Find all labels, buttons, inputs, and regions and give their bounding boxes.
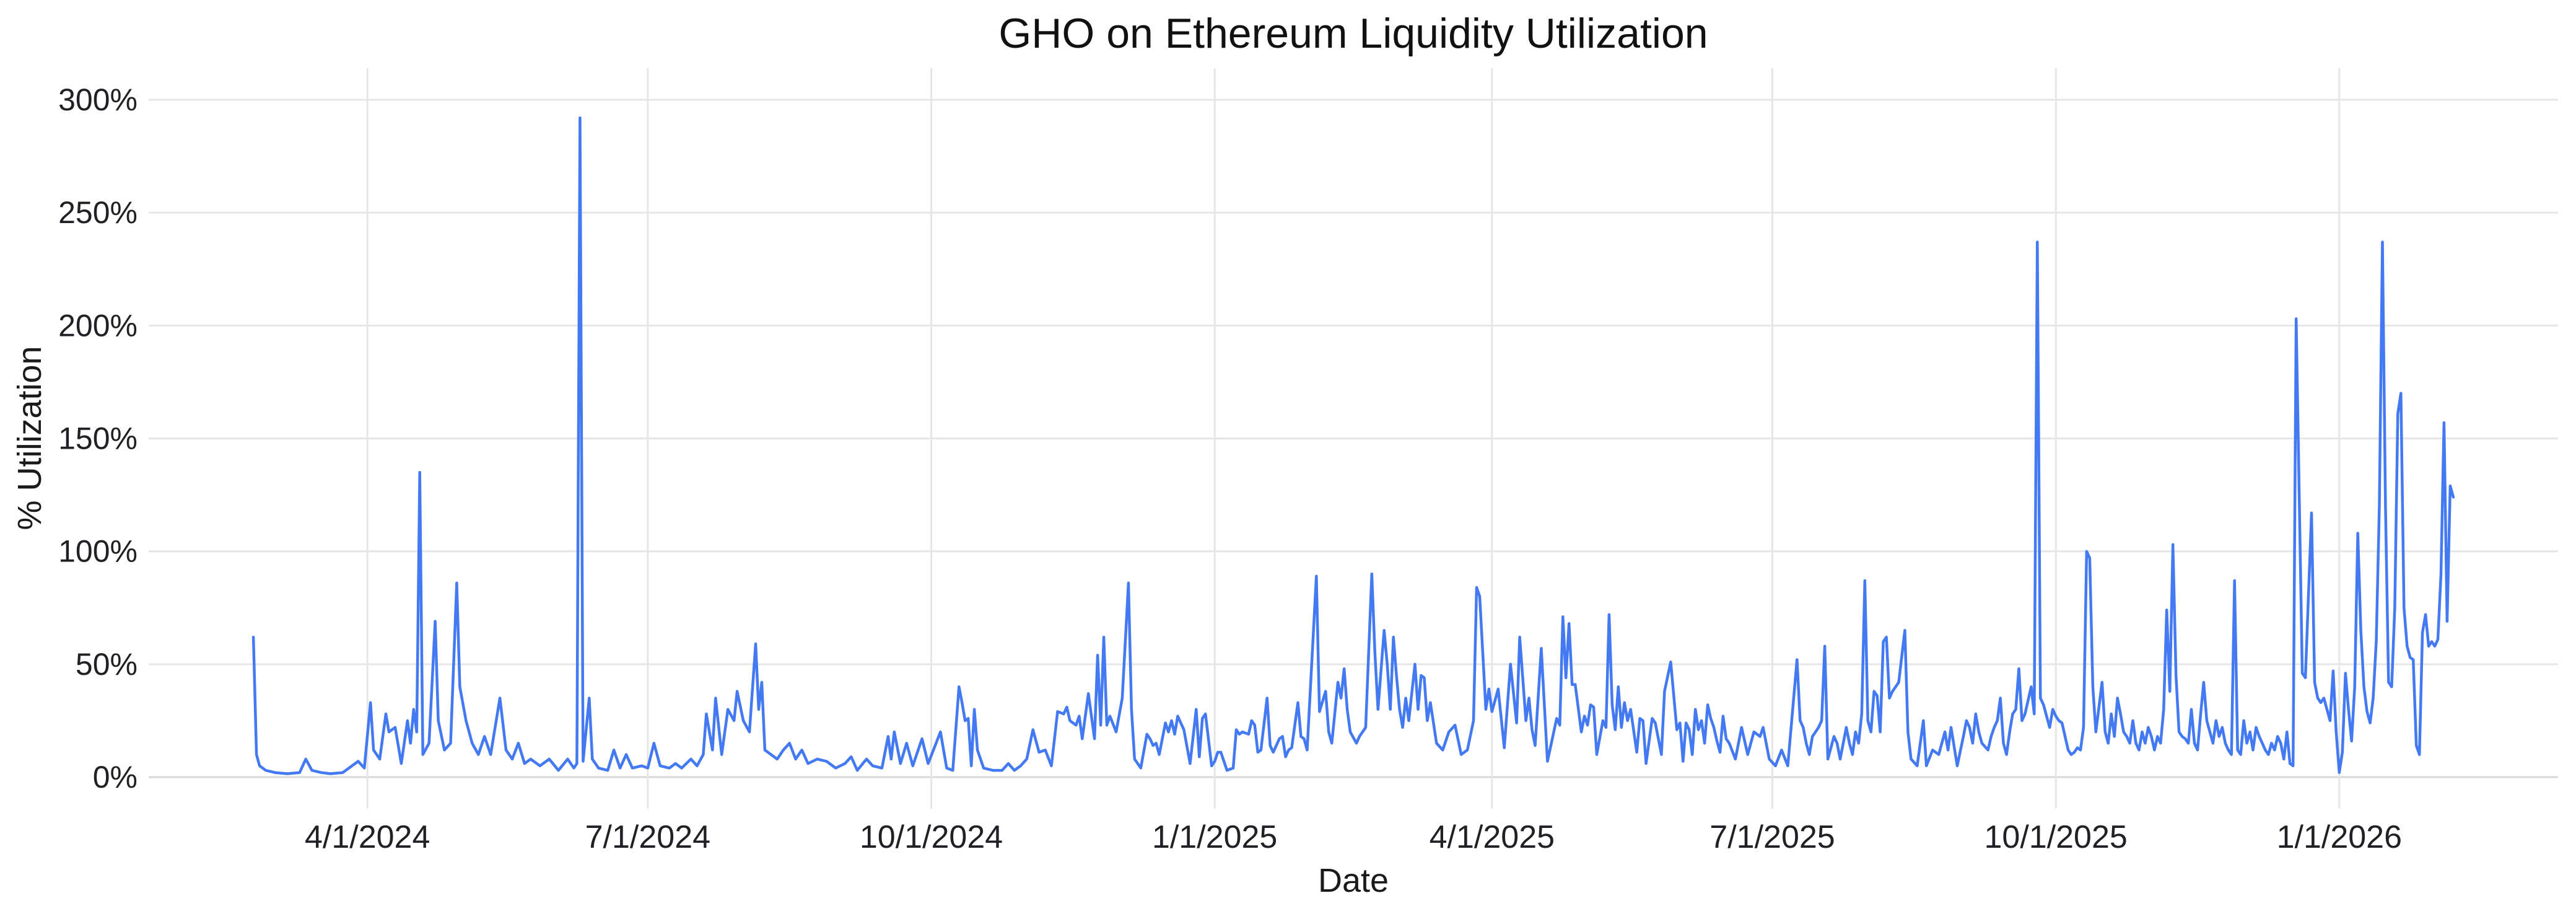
y-tick-label: 300% (58, 82, 138, 117)
x-tick-label: 10/1/2024 (860, 819, 1003, 855)
x-tick-label: 7/1/2024 (585, 819, 710, 855)
series-line (251, 116, 2455, 775)
y-tick-label: 50% (76, 647, 138, 682)
x-axis-title: Date (1317, 862, 1389, 899)
x-tick-label: 10/1/2025 (1984, 819, 2127, 855)
y-tick-label: 200% (58, 308, 138, 343)
chart-title: GHO on Ethereum Liquidity Utilization (998, 10, 1708, 57)
x-tick-label: 4/1/2025 (1430, 819, 1555, 855)
x-tick-label: 4/1/2024 (305, 819, 430, 855)
y-tick-label: 100% (58, 534, 138, 569)
x-tick-label: 7/1/2025 (1709, 819, 1835, 855)
y-tick-label: 0% (93, 760, 138, 794)
x-tick-label: 1/1/2025 (1152, 819, 1277, 855)
y-tick-label: 250% (58, 195, 138, 230)
x-tick-label: 1/1/2026 (2277, 819, 2402, 855)
y-tick-label: 150% (58, 421, 138, 456)
